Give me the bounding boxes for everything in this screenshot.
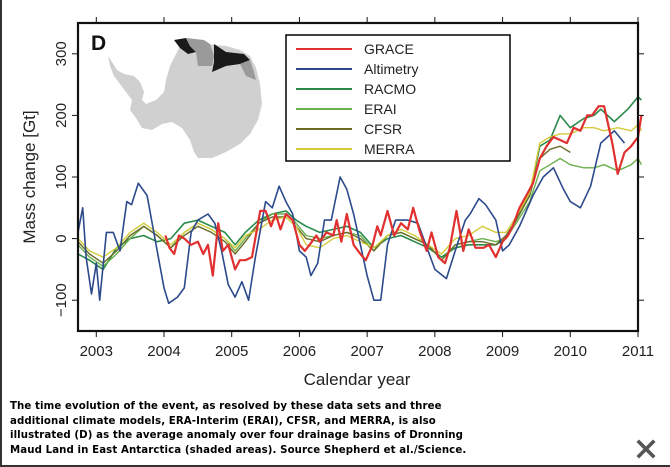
legend: GRACE Altimetry RACMO ERAI CFSR MERRA bbox=[285, 34, 511, 162]
series-line-cfsr bbox=[78, 145, 571, 264]
y-tick-label: −100 bbox=[53, 283, 70, 317]
legend-label-merra: MERRA bbox=[364, 141, 415, 157]
axes-layer: 2003 2004 2005 2006 2007 2008 2009 2010 2011 −100… bbox=[53, 17, 654, 360]
y-tick-label: 0 bbox=[53, 234, 70, 242]
legend-label-altimetry: Altimetry bbox=[364, 61, 418, 77]
x-tick-label: 2009 bbox=[486, 343, 519, 360]
series-line-altimetry bbox=[78, 130, 626, 305]
y-tick-label: 100 bbox=[53, 164, 70, 189]
legend-label-cfsr: CFSR bbox=[364, 121, 402, 137]
x-tick-label: 2003 bbox=[80, 343, 113, 360]
x-tick-label: 2007 bbox=[350, 343, 383, 360]
y-tick-label: 300 bbox=[53, 41, 70, 66]
legend-box bbox=[285, 34, 511, 162]
caption-line: Maud Land in East Antarctica (shaded are… bbox=[10, 444, 467, 456]
x-tick-label: 2008 bbox=[418, 343, 451, 360]
x-tick-label: 2005 bbox=[215, 343, 248, 360]
x-tick-label: 2010 bbox=[554, 343, 587, 360]
legend-label-grace: GRACE bbox=[364, 41, 414, 57]
x-tick-label: 2011 bbox=[622, 343, 654, 360]
y-tick-label: 200 bbox=[53, 103, 70, 128]
caption-line: illustrated (D) as the average anomaly o… bbox=[10, 430, 464, 442]
figure-caption: The time evolution of the event, as reso… bbox=[10, 400, 470, 458]
caption-line: The time evolution of the event, as reso… bbox=[10, 401, 442, 412]
caption-line: additional climate models, ERA-Interim (… bbox=[10, 415, 436, 427]
antarctica-land bbox=[108, 44, 262, 158]
series-layer bbox=[78, 96, 643, 305]
series-line-grace bbox=[164, 105, 643, 277]
legend-label-racmo: RACMO bbox=[364, 81, 416, 97]
x-tick-label: 2006 bbox=[283, 343, 316, 360]
close-icon bbox=[636, 439, 656, 459]
legend-label-erai: ERAI bbox=[364, 101, 397, 117]
chart: 2003 2004 2005 2006 2007 2008 2009 2010 2011 −100… bbox=[20, 17, 654, 389]
basin-mid-2 bbox=[240, 60, 256, 80]
x-tick-label: 2004 bbox=[147, 343, 180, 360]
basin-dark-2 bbox=[212, 44, 250, 72]
antarctica-inset-map bbox=[108, 38, 262, 158]
basin-mid-1 bbox=[186, 38, 214, 66]
basin-dark-1 bbox=[174, 38, 196, 54]
y-axis-label: Mass change [Gt] bbox=[20, 110, 39, 243]
panel-label: D bbox=[91, 32, 106, 55]
x-axis-label: Calendar year bbox=[304, 370, 411, 389]
close-button[interactable] bbox=[634, 437, 658, 461]
